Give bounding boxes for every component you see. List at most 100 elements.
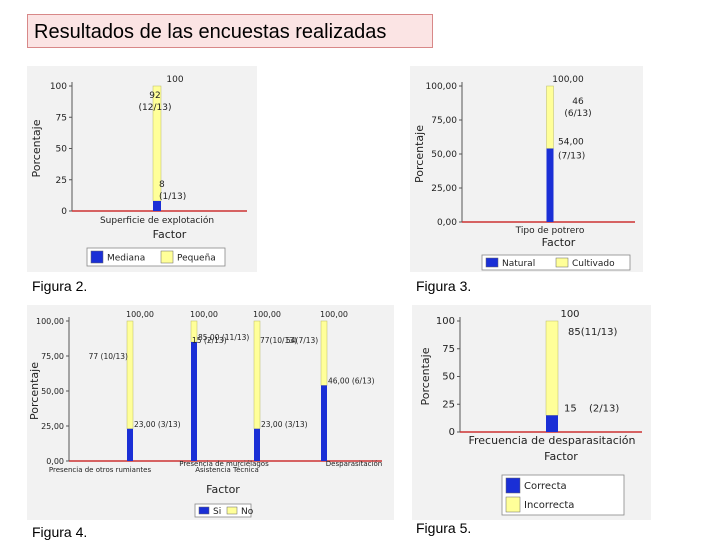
legend-swatch-correcta [505,477,521,494]
figure-2-caption: Figura 2. [32,278,88,294]
data-label-pequeña: 92 [149,91,160,101]
data-label-no: 77(10/13) [260,336,297,345]
total-label: 100,00 [320,310,348,319]
y-axis-title: Porcentaje [413,125,426,183]
y-axis-title: Porcentaje [28,362,41,420]
y-tick-label: 50 [56,145,68,155]
bar-segment-si [191,342,197,461]
legend-label-mediana: Mediana [107,254,145,264]
x-axis-title: Factor [544,450,578,463]
legend-label-correcta: Correcta [524,481,567,492]
y-tick-label: 100,00 [36,317,64,326]
x-category-label: Presencia de murciélagos [179,460,269,468]
chart-figure-5: 0 25 50 75 100 Porcentaje 100 Frecuencia de des… [412,305,651,520]
y-tick-label: 25,00 [41,422,64,431]
legend-label-pequeña: Pequeña [177,254,216,264]
x-category-label: Desparasitación [326,460,382,468]
x-axis-title: Factor [206,483,240,496]
legend-label-si: Si [213,507,221,517]
legend-swatch-pequeña [160,250,174,264]
legend-swatch-cultivado [555,257,569,268]
y-tick-label: 25 [56,176,67,186]
legend-swatch-no [226,506,238,515]
x-category-label: Tipo de potrero [515,226,585,236]
bar-segment-no [253,320,261,430]
y-tick-label: 25 [442,399,455,410]
y-tick-label: 0,00 [437,218,457,228]
bar-segment-si [254,428,260,461]
data-label-si: 46,00 (6/13) [328,376,375,385]
data-label-mediana: (1/13) [159,192,186,202]
data-label-incorrecta: 85(11/13) [568,327,617,338]
bar-segment-si [127,428,133,461]
legend-swatch-mediana [90,250,104,264]
data-label-natural: (7/13) [558,152,585,162]
chart-figure-2: 0 25 50 75 100 Porcentaje 100 Superficie de exp… [27,66,257,272]
y-tick-label: 25,00 [431,184,457,194]
data-label-no: 54(7/13) [286,336,318,345]
bar-segment-mediana [153,201,161,211]
chart-figure-4: 0,00 25,00 50,00 75,00 100,00 Porcentaje 100,0… [27,305,394,520]
page-title: Resultados de las encuestas realizadas [27,14,433,48]
y-tick-label: 75 [56,113,67,123]
total-label: 100,00 [190,310,218,319]
data-label-si: 23,00 (3/13) [134,420,181,429]
data-label-no: 77 (10/13) [89,352,128,361]
figure-5-caption: Figura 5. [416,520,472,536]
y-tick-label: 75,00 [41,352,64,361]
y-tick-label: 0 [449,427,455,438]
legend-label-no: No [241,507,254,517]
x-axis-title: Factor [542,236,576,249]
y-tick-label: 75 [442,344,455,355]
x-category-label: Frecuencia de desparasitación [468,434,635,447]
y-tick-label: 100 [436,316,455,327]
data-label-correcta: 15 [564,403,577,414]
total-label: 100,00 [552,75,584,85]
figure-4-caption: Figura 4. [32,524,88,540]
y-tick-label: 50,00 [431,150,457,160]
y-axis-title: Porcentaje [419,347,432,405]
bar-segment-si [321,385,327,461]
bar-segment-natural [546,148,554,222]
total-label: 100 [166,75,183,85]
legend-label-incorrecta: Incorrecta [524,500,574,511]
y-axis-title: Porcentaje [30,119,43,177]
legend-swatch-natural [485,257,499,268]
legend-box [501,474,625,516]
data-label-natural: 54,00 [558,138,584,148]
data-label-cultivado: (6/13) [564,109,591,119]
legend-label-natural: Natural [502,259,535,269]
legend-label-cultivado: Cultivado [572,259,615,269]
y-tick-label: 100,00 [426,82,458,92]
x-category-label: Presencia de otros rumiantes [49,466,152,474]
y-tick-label: 0,00 [46,457,64,466]
data-label-si: 85,00 (11/13) [198,333,249,342]
total-label: 100 [560,309,579,320]
legend-swatch-incorrecta [505,496,521,513]
x-axis-title: Factor [153,228,187,241]
total-label: 100,00 [126,310,154,319]
y-tick-label: 75,00 [431,116,457,126]
data-label-pequeña: (12/13) [139,103,172,113]
bar-segment-correcta [546,415,558,432]
total-label: 100,00 [253,310,281,319]
bar-segment-no [126,320,134,430]
data-label-mediana: 8 [159,180,165,190]
x-category-label: Asistencia Técnica [195,466,259,474]
data-label-cultivado: 46 [572,97,584,107]
data-label-si: 23,00 (3/13) [261,420,308,429]
chart-figure-3: 0,00 25,00 50,00 75,00 100,00 Porcentaje 100,0… [410,66,643,272]
legend-swatch-si [198,506,210,515]
figure-3-caption: Figura 3. [416,278,472,294]
legend-box [86,247,226,267]
y-tick-label: 0 [61,207,67,217]
bar-segment-incorrecta [545,320,559,416]
y-tick-label: 100 [50,82,67,92]
y-tick-label: 50,00 [41,387,64,396]
bar-segment-no [320,320,328,386]
y-tick-label: 50 [442,372,455,383]
data-label-correcta: (2/13) [589,403,619,414]
x-category-label: Superficie de explotación [100,215,214,226]
data-label-no: 15 (2/13) [192,336,227,345]
bar-segment-cultivado [546,85,554,149]
